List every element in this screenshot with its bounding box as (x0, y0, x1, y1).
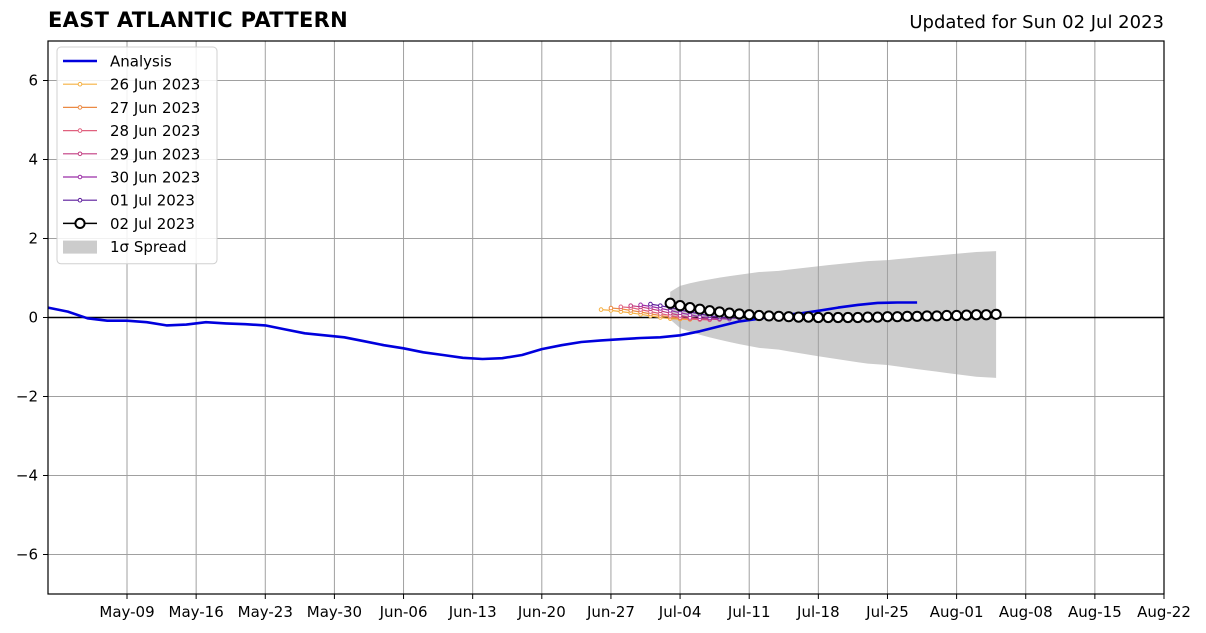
x-tick-label: Jul-04 (658, 603, 702, 621)
x-tick-label: May-16 (169, 603, 224, 621)
forecast-marker (931, 310, 943, 322)
x-tick-label: Aug-08 (999, 603, 1053, 621)
forecast-marker (753, 309, 765, 322)
x-tick-label: May-30 (307, 603, 362, 621)
legend-label: 02 Jul 2023 (110, 215, 195, 233)
forecast-marker (733, 308, 745, 320)
legend-label: 28 Jun 2023 (110, 122, 200, 140)
forecast-marker (763, 310, 775, 322)
y-tick-label: 0 (28, 309, 38, 327)
x-tick-label: Aug-01 (930, 603, 984, 621)
forecast-marker (674, 300, 686, 312)
forecast-line (630, 305, 720, 321)
forecast-marker (783, 311, 795, 323)
legend-label: 1σ Spread (110, 238, 187, 256)
legend-label: 30 Jun 2023 (110, 169, 200, 187)
forecast-line (601, 309, 690, 321)
forecast-marker (990, 308, 1002, 320)
forecast-marker (792, 311, 805, 323)
forecast-marker (812, 311, 824, 324)
forecast-marker (832, 311, 844, 324)
forecast-marker (980, 309, 992, 321)
x-tick-label: Jun-20 (517, 603, 566, 621)
x-tick-label: Aug-22 (1137, 603, 1191, 621)
forecast-marker (842, 311, 854, 324)
x-tick-label: Jun-13 (448, 603, 497, 621)
legend-label: 01 Jul 2023 (110, 192, 195, 210)
axes-layer: May-09 May-16 May-23 May-30 Jun-06 Jun-13 Jun-… (16, 40, 1191, 621)
forecast-marker (704, 305, 716, 317)
forecast-marker (628, 303, 633, 308)
chart-title: EAST ATLANTIC PATTERN (48, 8, 348, 32)
forecast-line (640, 304, 730, 320)
y-tick-label: −6 (16, 546, 38, 564)
legend-swatch (63, 240, 97, 254)
spread-band (670, 251, 997, 378)
legend-box (56, 46, 218, 265)
forecast-marker (684, 302, 696, 314)
forecast-marker (658, 303, 663, 308)
legend-label: 26 Jun 2023 (110, 76, 200, 94)
forecast-marker (802, 311, 815, 323)
y-tick-label: 4 (28, 151, 38, 169)
forecast-marker (901, 310, 913, 322)
legend-marker (77, 128, 83, 133)
legend-marker (77, 105, 83, 110)
forecast-marker (743, 309, 755, 321)
updated-date: Updated for Sun 02 Jul 2023 (909, 12, 1164, 33)
legend: Analysis 26 Jun 2023 27 Jun 2023 28 Jun 202… (56, 46, 218, 265)
series-layer (47, 297, 1002, 361)
forecast-marker (941, 309, 953, 322)
y-tick-label: 2 (28, 230, 38, 248)
legend-label: Analysis (110, 53, 172, 71)
legend-marker (77, 81, 83, 87)
forecast-line (650, 303, 740, 319)
forecast-marker (618, 304, 624, 310)
legend-label: 27 Jun 2023 (110, 99, 200, 117)
forecast-marker (664, 297, 676, 309)
x-tick-label: Aug-15 (1068, 603, 1122, 621)
x-tick-label: Jun-27 (586, 603, 635, 621)
forecast-marker (921, 310, 933, 322)
forecast-marker (598, 307, 604, 312)
x-tick-label: Jul-25 (865, 603, 909, 621)
plot-frame (47, 40, 1165, 595)
forecast-marker (951, 309, 963, 322)
legend-marker (77, 174, 83, 180)
x-tick-label: May-09 (99, 603, 154, 621)
forecast-marker (911, 310, 923, 322)
forecast-marker (871, 311, 884, 323)
forecast-marker (822, 311, 834, 324)
forecast-marker (881, 311, 894, 323)
x-tick-label: Jun-06 (379, 603, 428, 621)
forecast-marker (694, 303, 706, 315)
forecast-marker (862, 311, 874, 323)
legend-label: 29 Jun 2023 (110, 145, 200, 163)
spread-layer (670, 251, 997, 378)
x-tick-label: Jul-11 (727, 603, 771, 621)
forecast-marker (773, 310, 785, 322)
forecast-marker (852, 311, 864, 324)
forecast-marker (638, 302, 643, 308)
legend-marker (77, 197, 83, 203)
y-tick-label: −4 (16, 467, 38, 485)
forecast-marker (723, 307, 736, 319)
forecast-marker (713, 306, 726, 318)
forecast-marker (648, 301, 653, 307)
forecast-marker (608, 305, 614, 311)
forecast-marker (891, 311, 903, 323)
x-tick-label: May-23 (238, 603, 293, 621)
legend-marker (74, 217, 86, 229)
legend-marker (77, 151, 83, 157)
y-tick-label: 6 (28, 72, 38, 90)
forecast-marker (970, 309, 982, 321)
y-tick-label: −2 (16, 388, 38, 406)
x-tick-label: Jul-18 (796, 603, 840, 621)
forecast-marker (960, 309, 973, 321)
forecast-line (620, 306, 710, 321)
